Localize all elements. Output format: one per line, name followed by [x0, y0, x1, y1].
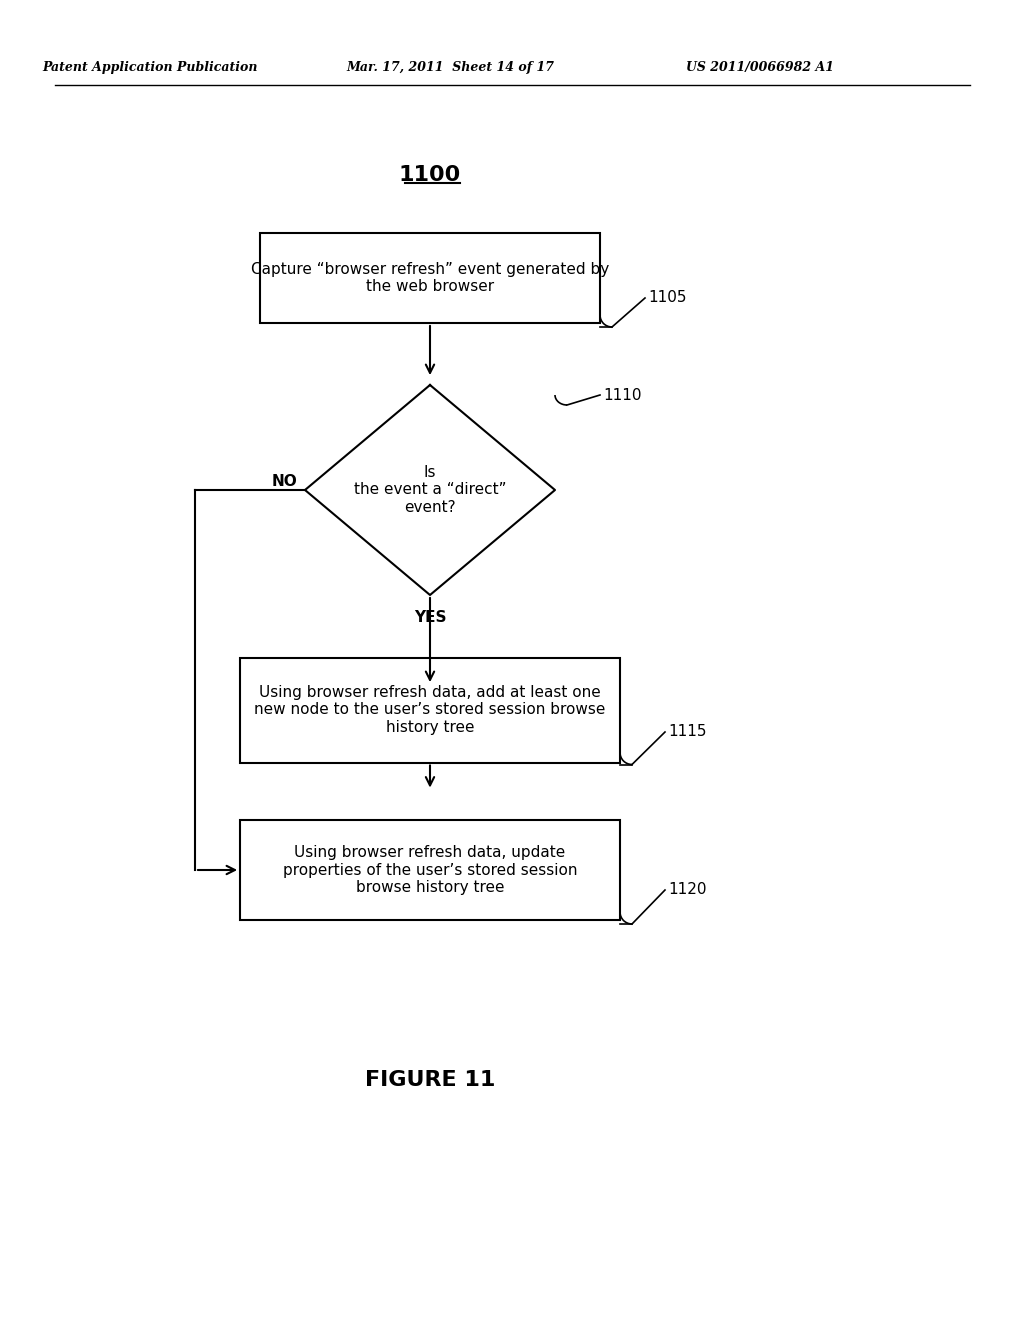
Text: Patent Application Publication: Patent Application Publication [42, 62, 258, 74]
Text: YES: YES [414, 610, 446, 624]
Text: US 2011/0066982 A1: US 2011/0066982 A1 [686, 62, 834, 74]
Text: 1115: 1115 [668, 725, 707, 739]
Text: 1105: 1105 [648, 290, 686, 305]
Text: Mar. 17, 2011  Sheet 14 of 17: Mar. 17, 2011 Sheet 14 of 17 [346, 62, 554, 74]
FancyBboxPatch shape [240, 820, 620, 920]
Text: 1110: 1110 [603, 388, 641, 403]
Text: FIGURE 11: FIGURE 11 [365, 1071, 496, 1090]
Text: NO: NO [271, 474, 297, 490]
Text: Is
the event a “direct”
event?: Is the event a “direct” event? [353, 465, 506, 515]
Text: 1120: 1120 [668, 883, 707, 898]
Text: Capture “browser refresh” event generated by
the web browser: Capture “browser refresh” event generate… [251, 261, 609, 294]
Text: Using browser refresh data, add at least one
new node to the user’s stored sessi: Using browser refresh data, add at least… [254, 685, 605, 735]
Text: Using browser refresh data, update
properties of the user’s stored session
brows: Using browser refresh data, update prope… [283, 845, 578, 895]
Text: 1100: 1100 [399, 165, 461, 185]
Polygon shape [305, 385, 555, 595]
FancyBboxPatch shape [240, 657, 620, 763]
FancyBboxPatch shape [260, 234, 600, 323]
